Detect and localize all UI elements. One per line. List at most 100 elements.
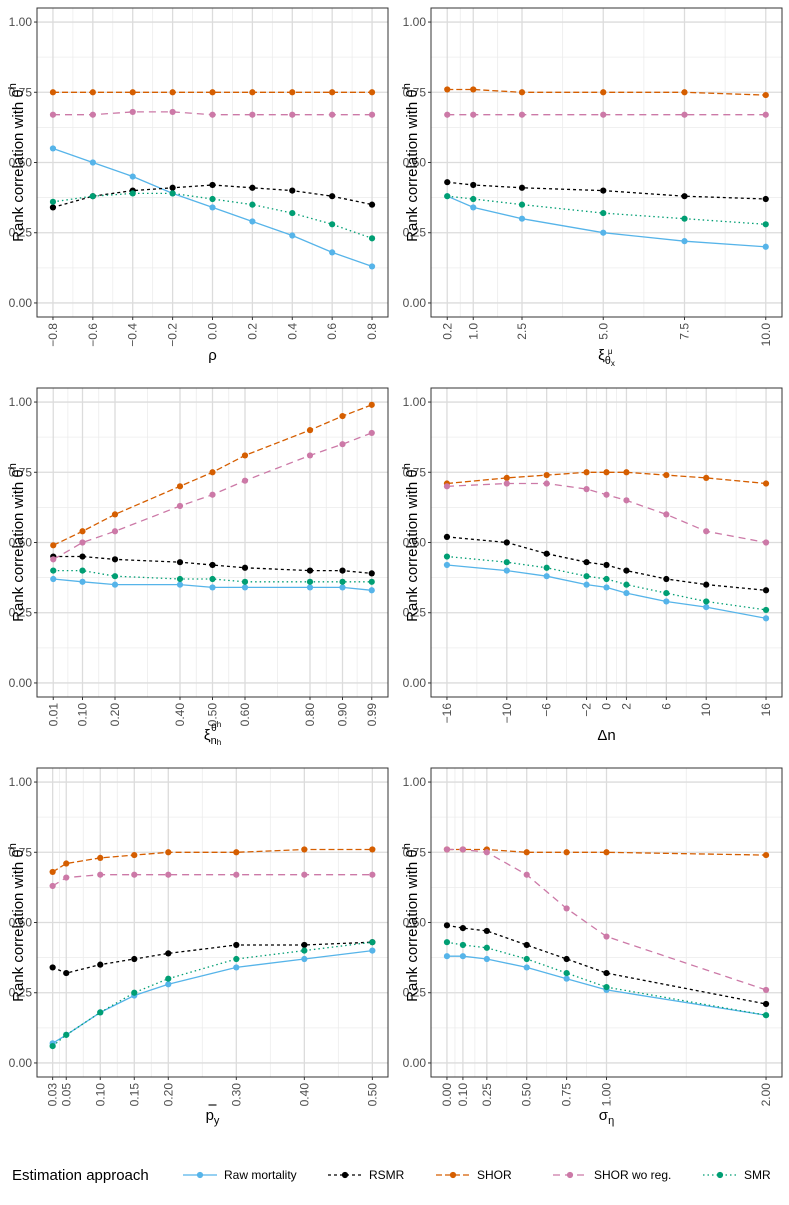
data-point [503,559,510,566]
data-point [289,89,296,96]
data-point [483,927,490,935]
x-tick-label: 0.30 [229,1083,243,1107]
x-tick-label: 0.01 [46,703,60,727]
chart-xi-n-h: 0.00 0.25 0.50 0.75 1.00 0.01 0.10 0.20 0.40 0.50… [7,387,389,747]
data-point [583,469,590,476]
legend-label: RSMR [369,1168,405,1182]
data-point [368,89,376,96]
data-point [63,860,70,867]
data-point [131,989,138,996]
series-line [52,184,373,209]
data-point [483,944,490,951]
x-tick-label: 5.0 [596,323,610,340]
data-point [459,953,467,960]
data-point [241,452,249,459]
data-point [762,91,769,99]
series-line [53,569,372,583]
y-tick-label: 0.50 [9,916,33,930]
x-tick-label: 0.50 [206,703,220,727]
panel-xi-theta-x: 0.00 0.25 0.50 0.75 1.00 0.2 1.0 2.5 5.0 7.5 10.0 R… [394,0,788,380]
data-point [306,452,314,459]
data-point [249,184,256,191]
data-point [600,229,607,236]
x-tick-label: 0.20 [108,703,122,727]
data-point [368,201,376,208]
x-tick-label: 0.10 [76,703,90,727]
data-point [523,871,530,878]
data-point [165,871,172,878]
data-point [369,939,376,946]
y-axis-title: Rank correlation with θh [401,83,421,242]
data-point [301,871,308,878]
x-axis-title: ρ [208,347,217,364]
data-point [483,955,490,963]
y-tick-label: 0.25 [9,986,33,1000]
data-point [600,209,607,217]
y-axis-title: Rank correlation with θh [401,463,421,622]
x-tick-label: 0.4 [285,323,299,340]
data-point [470,181,477,189]
y-tick-label: 1.00 [403,395,427,409]
data-point [470,195,477,203]
legend-label: SHOR [477,1168,512,1182]
x-tick-label: −2 [580,703,594,717]
x-tick-label: 0.90 [336,703,350,727]
data-point [369,846,376,853]
data-point [623,589,630,597]
data-point [249,218,256,225]
data-point [523,849,530,856]
data-point [443,483,451,490]
data-point [233,955,240,963]
x-tick-label: 0.10 [456,1083,470,1107]
data-point [681,193,688,200]
chart-sigma-eta: 0.000.250.500.751.000.00 0.10 0.25 0.50 0.75… [401,767,783,1127]
data-point [79,567,86,574]
data-point [762,986,770,994]
x-tick-label: 2.5 [515,323,529,340]
x-tick-label: 1.00 [600,1083,614,1107]
data-point [209,181,216,189]
data-point [289,187,296,194]
y-tick-label: 0.50 [403,916,427,930]
chart-xi-theta-x: 0.00 0.25 0.50 0.75 1.00 0.2 1.0 2.5 5.0 7.5 10.0 R… [401,7,783,368]
data-point [249,89,256,96]
data-point [543,480,550,487]
data-point [79,553,86,560]
data-point [111,556,119,563]
x-tick-label: 16 [759,703,773,717]
data-point [369,947,376,954]
data-point [663,598,670,605]
x-tick-label: 0.6 [325,323,339,340]
data-point [563,905,570,912]
series-line [52,949,373,1044]
data-point [703,604,710,611]
series-line [53,555,372,575]
data-point [129,173,136,180]
data-point [209,561,216,569]
panel-rho: 0.00 0.25 0.50 0.75 1.00 −0.8 −0.6 −0.4 −0.2 0.0 0… [0,0,394,380]
data-point [444,111,451,118]
data-point [241,578,249,585]
x-axis-title: Δn [597,727,615,744]
legend-svg: Estimation approach Raw mortality RSMR SHOR… [12,1167,771,1184]
data-point [301,947,308,954]
data-point [129,190,136,197]
data-point [329,111,336,118]
series-line [52,874,373,887]
data-point [111,581,119,588]
x-axis-title: ξnhθh [204,720,221,747]
data-point [459,941,467,949]
data-point [339,584,346,591]
data-point [681,89,688,96]
data-point [543,471,550,479]
y-tick-label: 1.00 [9,775,33,789]
data-point [165,975,172,982]
y-tick-label: 0.75 [9,845,33,859]
data-point [703,528,710,535]
data-point [233,849,240,856]
data-point [368,401,375,408]
data-point [233,941,240,949]
data-point [368,587,375,594]
data-point [79,578,86,585]
